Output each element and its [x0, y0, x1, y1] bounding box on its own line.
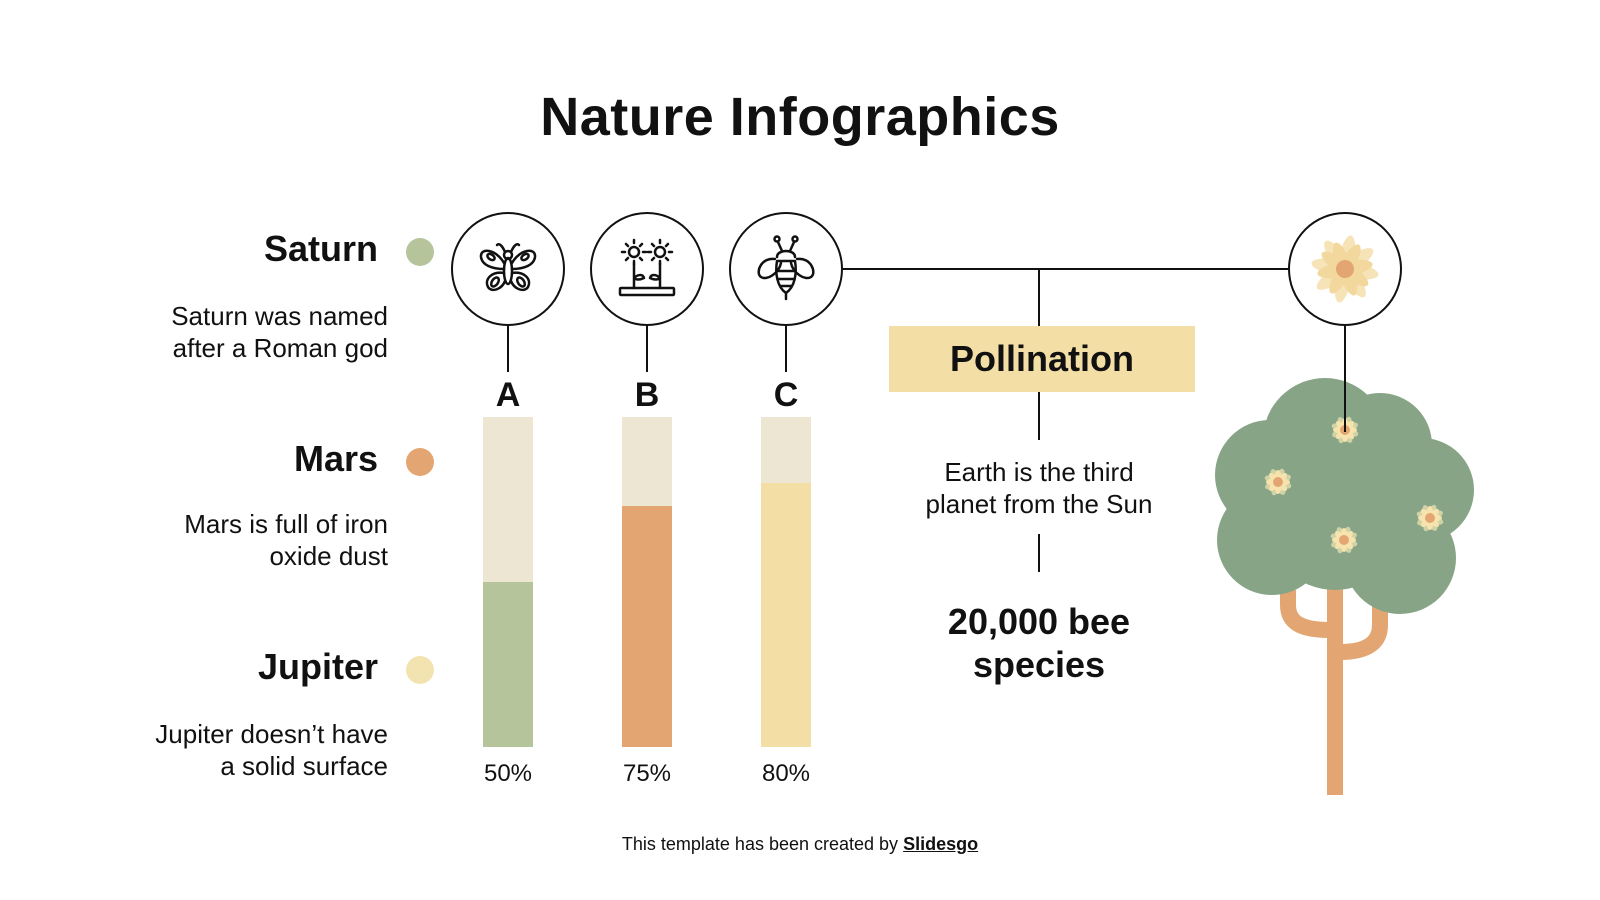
legend-desc-mars: Mars is full of iron oxide dust: [28, 508, 388, 572]
bar-a: [483, 417, 533, 747]
bar-b: [622, 417, 672, 747]
pollination-text: Earth is the third planet from the Sun: [869, 456, 1209, 520]
bar-fill-c: [761, 483, 811, 747]
legend-name-mars: Mars: [293, 438, 378, 479]
tree-illustration: [1215, 378, 1474, 795]
legend-desc-line: Saturn was named: [171, 301, 388, 331]
legend-desc-jupiter: Jupiter doesn’t have a solid surface: [28, 718, 388, 782]
bar-fill-a: [483, 582, 533, 747]
stat-line: species: [972, 644, 1106, 685]
icon-circle-flower: [1288, 212, 1402, 326]
flower-icon: [1311, 235, 1379, 303]
page-title: Nature Infographics: [540, 87, 1060, 147]
legend-dot-mars: [406, 448, 434, 476]
legend-desc-saturn: Saturn was named after a Roman god: [28, 300, 388, 364]
icon-circle-a: [451, 212, 565, 326]
value-label-a: 50%: [483, 760, 533, 787]
flower-connector: [1344, 326, 1346, 432]
legend-dot-jupiter: [406, 656, 434, 684]
legend-desc-line: after a Roman god: [172, 333, 388, 363]
icon-circle-c: [729, 212, 843, 326]
flowers-icon: [618, 238, 676, 297]
bee-species-stat: 20,000 bee species: [869, 600, 1209, 686]
pollination-text-line: planet from the Sun: [925, 489, 1153, 519]
column-letter-c: C: [773, 376, 799, 414]
connector-c: [785, 326, 787, 372]
legend-desc-line: oxide dust: [269, 541, 388, 571]
slidesgo-link[interactable]: Slidesgo: [903, 834, 979, 854]
bar-c: [761, 417, 811, 747]
pollination-label: Pollination: [889, 326, 1195, 392]
legend-name-jupiter: Jupiter: [257, 646, 378, 687]
legend-dot-saturn: [406, 238, 434, 266]
legend-desc-line: Jupiter doesn’t have: [155, 719, 388, 749]
pollination-connector-top: [1038, 268, 1040, 327]
value-label-c: 80%: [761, 760, 811, 787]
connector-b: [646, 326, 648, 372]
column-letter-a: A: [495, 376, 521, 414]
horizontal-connector: [843, 268, 1289, 270]
butterfly-icon: [479, 243, 537, 292]
stat-line: 20,000 bee: [947, 601, 1131, 642]
pollination-text-line: Earth is the third: [944, 457, 1134, 487]
pollination-connector-bottom: [1038, 534, 1040, 572]
icon-circle-b: [590, 212, 704, 326]
connector-a: [507, 326, 509, 372]
legend-name-saturn: Saturn: [263, 228, 378, 269]
legend-desc-line: a solid surface: [220, 751, 388, 781]
column-letter-b: B: [634, 376, 660, 414]
footer-text: This template has been created by: [621, 834, 899, 854]
bee-icon: [757, 235, 815, 301]
value-label-b: 75%: [622, 760, 672, 787]
blossoms: [1264, 416, 1444, 554]
pollination-connector-mid: [1038, 392, 1040, 440]
legend-desc-line: Mars is full of iron: [184, 509, 388, 539]
bar-fill-b: [622, 506, 672, 747]
footer-credit: This template has been created by Slides…: [0, 834, 1600, 855]
